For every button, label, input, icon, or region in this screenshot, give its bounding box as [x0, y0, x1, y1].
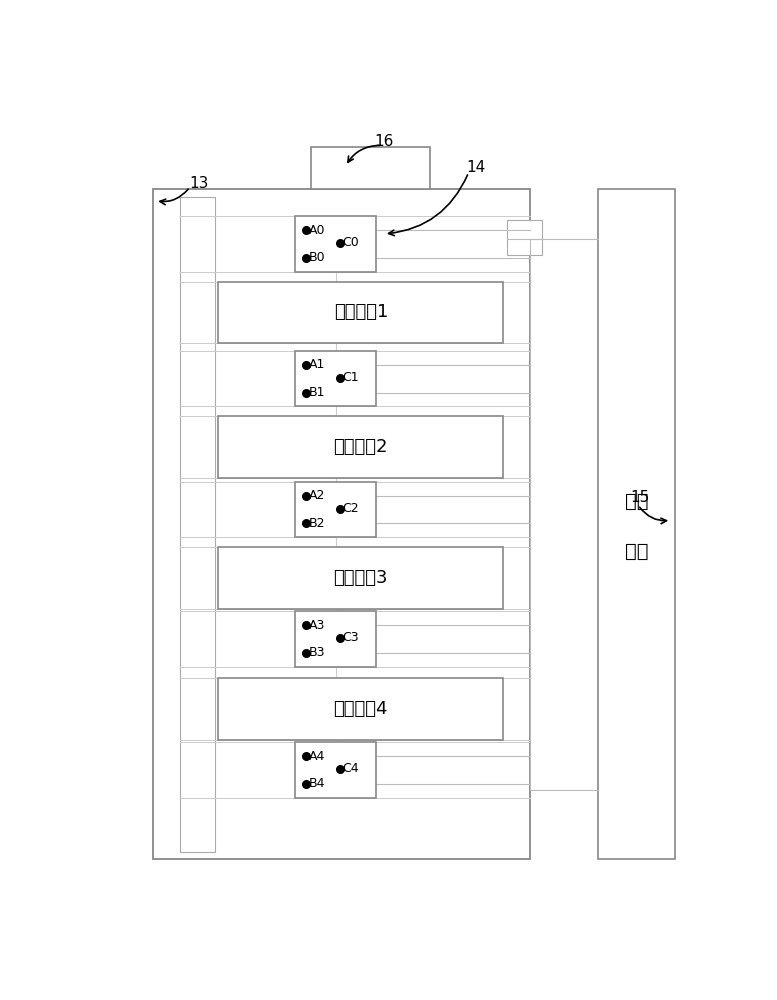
Text: 14: 14: [467, 160, 486, 175]
Bar: [218, 547, 503, 609]
Text: 13: 13: [190, 176, 209, 191]
Bar: [295, 611, 376, 667]
Text: 超级电地4: 超级电地4: [333, 700, 388, 718]
Bar: [218, 678, 503, 740]
Text: C2: C2: [342, 502, 359, 515]
Text: 设备: 设备: [625, 542, 648, 561]
Text: 用电: 用电: [625, 492, 648, 511]
Bar: [507, 220, 542, 255]
Text: B0: B0: [308, 251, 325, 264]
Text: A0: A0: [308, 224, 325, 237]
Text: C0: C0: [342, 236, 359, 249]
Text: 超级电地3: 超级电地3: [333, 569, 388, 587]
Bar: [218, 416, 503, 478]
Text: A3: A3: [308, 619, 325, 632]
Bar: [295, 216, 376, 272]
Text: 15: 15: [630, 490, 650, 505]
Text: 超级电地2: 超级电地2: [333, 438, 388, 456]
Text: A2: A2: [308, 489, 325, 502]
Bar: [218, 282, 503, 343]
Text: C1: C1: [342, 371, 359, 384]
Text: C4: C4: [342, 762, 359, 775]
Bar: [153, 189, 530, 859]
Text: B1: B1: [308, 386, 325, 399]
Text: A1: A1: [308, 358, 325, 371]
Bar: [598, 189, 675, 859]
Text: B3: B3: [308, 646, 325, 659]
Text: B2: B2: [308, 517, 325, 530]
Bar: [295, 482, 376, 537]
Bar: [311, 147, 430, 189]
Text: 超级电地1: 超级电地1: [333, 304, 388, 322]
Text: C3: C3: [342, 631, 359, 644]
Text: 16: 16: [375, 134, 394, 149]
Text: A4: A4: [308, 750, 325, 763]
Text: B4: B4: [308, 777, 325, 790]
Bar: [180, 197, 214, 852]
Bar: [295, 351, 376, 406]
Bar: [295, 742, 376, 798]
